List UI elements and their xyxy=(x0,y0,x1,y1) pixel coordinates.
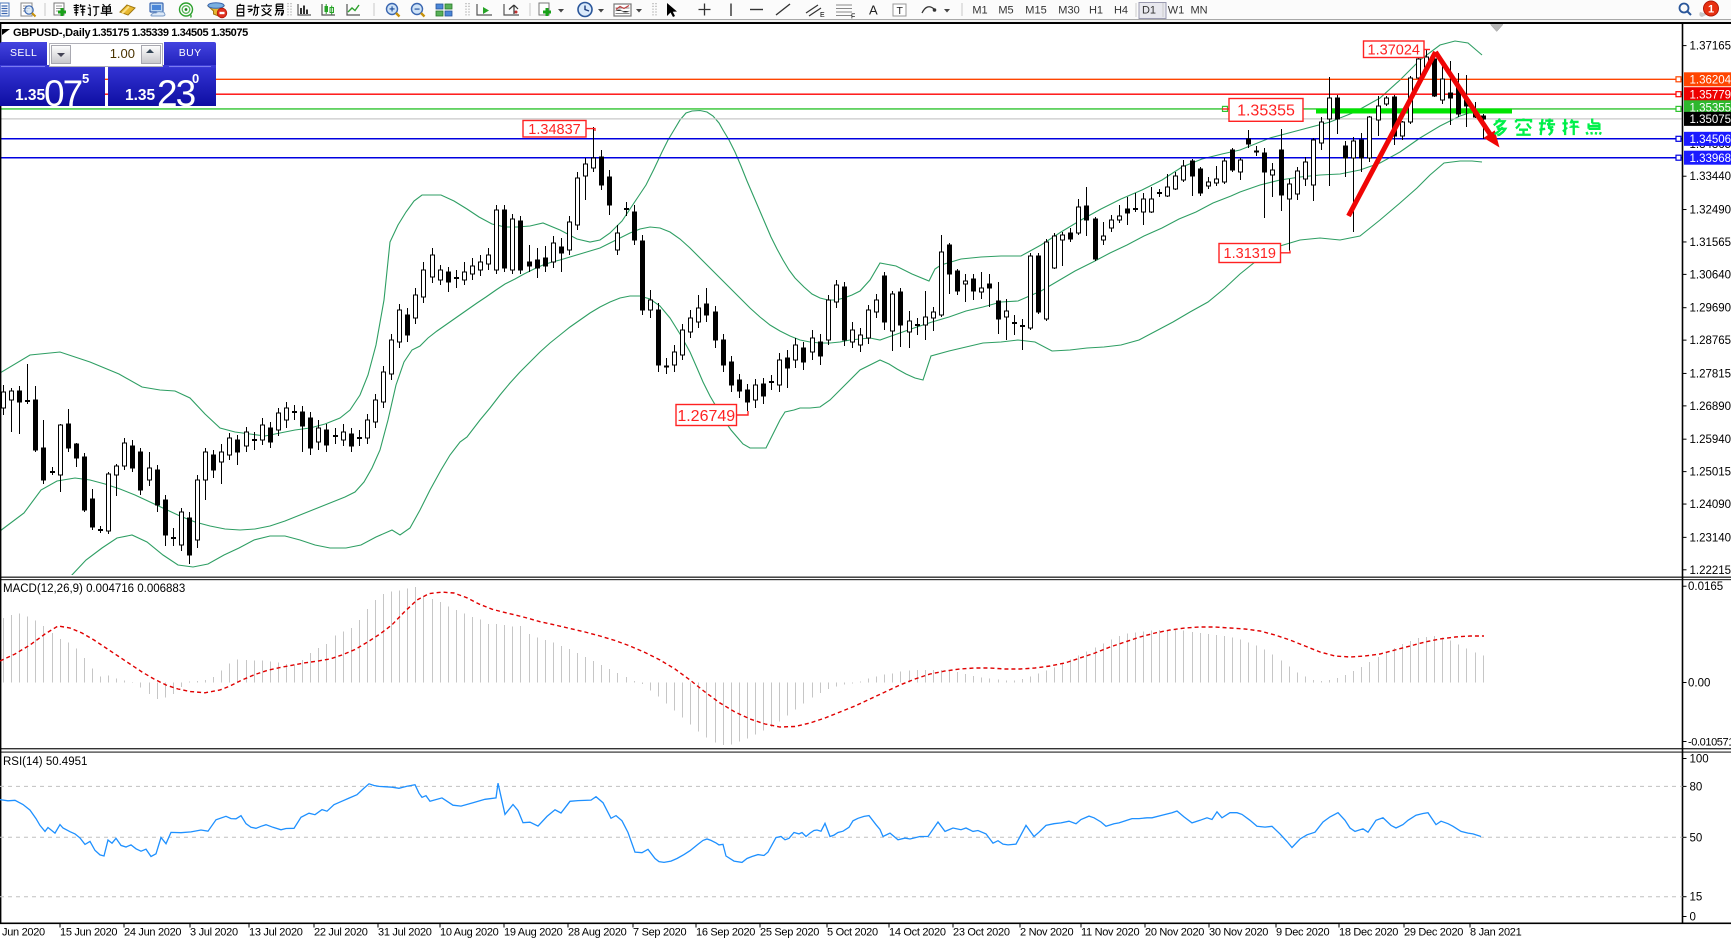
svg-text:MN: MN xyxy=(1190,5,1207,17)
svg-text:23 Oct 2020: 23 Oct 2020 xyxy=(953,927,1010,939)
svg-text:GBPUSD-,Daily: GBPUSD-,Daily xyxy=(13,27,92,39)
svg-text:13 Jul 2020: 13 Jul 2020 xyxy=(249,927,303,939)
svg-text:1.25015: 1.25015 xyxy=(1690,467,1731,479)
svg-text:16 Sep 2020: 16 Sep 2020 xyxy=(696,927,755,939)
svg-text:Jun 2020: Jun 2020 xyxy=(2,927,45,939)
svg-text:1.28765: 1.28765 xyxy=(1690,335,1731,347)
svg-text:1.29690: 1.29690 xyxy=(1690,303,1731,315)
svg-text:50: 50 xyxy=(1690,832,1703,844)
svg-text:M30: M30 xyxy=(1058,5,1079,17)
svg-text:24 Jun 2020: 24 Jun 2020 xyxy=(124,927,181,939)
svg-text:1.25940: 1.25940 xyxy=(1690,434,1731,446)
svg-text:1.26890: 1.26890 xyxy=(1690,401,1731,413)
svg-text:1.31565: 1.31565 xyxy=(1690,237,1731,249)
svg-text:MACD(12,26,9) 0.004716 0.00688: MACD(12,26,9) 0.004716 0.006883 xyxy=(3,583,185,595)
svg-text:M15: M15 xyxy=(1025,5,1046,17)
svg-text:25 Sep 2020: 25 Sep 2020 xyxy=(760,927,819,939)
svg-text:15 Jun 2020: 15 Jun 2020 xyxy=(60,927,117,939)
svg-text:M1: M1 xyxy=(972,5,987,17)
svg-text:10 Aug 2020: 10 Aug 2020 xyxy=(440,927,499,939)
svg-text:H4: H4 xyxy=(1114,5,1128,17)
svg-text:11 Nov 2020: 11 Nov 2020 xyxy=(1081,927,1139,939)
svg-text:5 Oct 2020: 5 Oct 2020 xyxy=(827,927,878,939)
svg-text:W1: W1 xyxy=(1168,5,1185,17)
svg-text:-0.010571: -0.010571 xyxy=(1688,737,1731,749)
svg-text:1.24090: 1.24090 xyxy=(1690,499,1731,511)
svg-text:A: A xyxy=(869,3,878,18)
svg-text:7 Sep 2020: 7 Sep 2020 xyxy=(633,927,686,939)
svg-text:RSI(14) 50.4951: RSI(14) 50.4951 xyxy=(3,756,87,768)
svg-text:1: 1 xyxy=(1708,4,1714,16)
svg-text:1.34506: 1.34506 xyxy=(1690,134,1731,146)
svg-text:E: E xyxy=(820,12,825,19)
svg-text:1.37165: 1.37165 xyxy=(1690,41,1731,53)
svg-text:+: + xyxy=(389,5,395,16)
svg-text:1.31319: 1.31319 xyxy=(1224,246,1276,262)
svg-text:31 Jul 2020: 31 Jul 2020 xyxy=(378,927,432,939)
svg-text:1.27815: 1.27815 xyxy=(1690,368,1731,380)
svg-text:22 Jul 2020: 22 Jul 2020 xyxy=(314,927,368,939)
svg-text:9 Dec 2020: 9 Dec 2020 xyxy=(1276,927,1329,939)
svg-text:1.23140: 1.23140 xyxy=(1690,532,1731,544)
svg-text:H1: H1 xyxy=(1089,5,1103,17)
svg-text:19 Aug 2020: 19 Aug 2020 xyxy=(504,927,563,939)
svg-text:1.33968: 1.33968 xyxy=(1690,153,1731,165)
svg-text:0.00: 0.00 xyxy=(1688,678,1710,690)
svg-text:F: F xyxy=(851,14,855,21)
svg-text:29 Dec 2020: 29 Dec 2020 xyxy=(1404,927,1463,939)
svg-text:28 Aug 2020: 28 Aug 2020 xyxy=(568,927,627,939)
svg-text:18 Dec 2020: 18 Dec 2020 xyxy=(1339,927,1398,939)
svg-text:2 Nov 2020: 2 Nov 2020 xyxy=(1020,927,1073,939)
svg-text:80: 80 xyxy=(1690,781,1703,793)
svg-text:1.34837: 1.34837 xyxy=(528,122,580,138)
svg-text:1.26749: 1.26749 xyxy=(677,408,735,425)
svg-text:1.35779: 1.35779 xyxy=(1690,89,1731,101)
svg-text:1.35075: 1.35075 xyxy=(1690,114,1731,126)
svg-text:0: 0 xyxy=(1690,912,1696,924)
svg-text:1.30640: 1.30640 xyxy=(1690,269,1731,281)
svg-text:0.0165: 0.0165 xyxy=(1688,581,1723,593)
svg-text:1.22215: 1.22215 xyxy=(1690,565,1731,577)
svg-text:M5: M5 xyxy=(998,5,1013,17)
svg-text:T: T xyxy=(897,5,904,17)
svg-text:−: − xyxy=(414,5,420,16)
svg-text:100: 100 xyxy=(1690,754,1709,766)
svg-text:1.37024: 1.37024 xyxy=(1368,42,1420,58)
svg-text:14 Oct 2020: 14 Oct 2020 xyxy=(889,927,946,939)
svg-text:3 Jul 2020: 3 Jul 2020 xyxy=(190,927,238,939)
svg-text:1.32490: 1.32490 xyxy=(1690,205,1731,217)
svg-text:1.35175 1.35339 1.34505 1.3507: 1.35175 1.35339 1.34505 1.35075 xyxy=(92,27,248,39)
svg-text:1.35355: 1.35355 xyxy=(1237,103,1295,120)
svg-text:15: 15 xyxy=(1690,892,1703,904)
svg-text:1.35355: 1.35355 xyxy=(1690,102,1731,114)
svg-text:20 Nov 2020: 20 Nov 2020 xyxy=(1145,927,1204,939)
svg-text:1.33440: 1.33440 xyxy=(1690,171,1731,183)
svg-text:30 Nov 2020: 30 Nov 2020 xyxy=(1209,927,1268,939)
svg-text:8 Jan 2021: 8 Jan 2021 xyxy=(1470,927,1522,939)
svg-text:D1: D1 xyxy=(1142,5,1156,17)
svg-text:1.36204: 1.36204 xyxy=(1690,74,1731,86)
